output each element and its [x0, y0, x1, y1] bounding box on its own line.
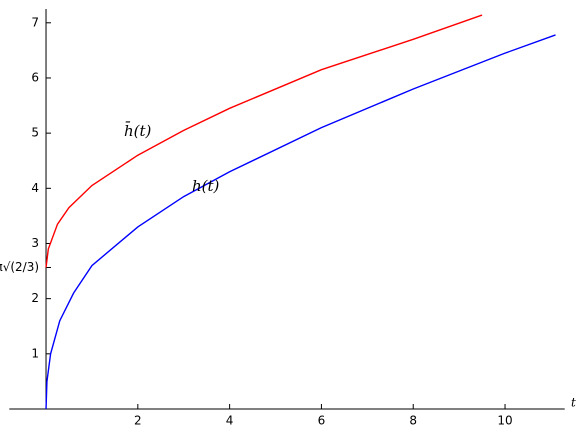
y-tick-label: 3 — [31, 236, 39, 250]
y-tick-label: 2 — [31, 291, 39, 305]
x-tick-label: 2 — [134, 414, 142, 428]
y-tick-label: 1 — [31, 346, 39, 360]
x-tick-label: 10 — [497, 414, 512, 428]
y-tick-label: 5 — [31, 126, 39, 140]
y-tick-label: 4 — [31, 181, 39, 195]
x-tick-label: 6 — [318, 414, 326, 428]
x-tick-label: 8 — [409, 414, 417, 428]
curve — [45, 34, 556, 410]
y-tick-label: 7 — [31, 15, 39, 29]
x-tick-label: 4 — [226, 414, 234, 428]
curve-label: h̄(t) — [124, 122, 152, 140]
x-axis-label: t — [571, 396, 576, 410]
y-tick-label: 6 — [31, 70, 39, 84]
curve-label: h(t) — [192, 177, 220, 195]
curve — [45, 14, 483, 268]
y-tick-label: π√(2/3) — [0, 260, 39, 274]
